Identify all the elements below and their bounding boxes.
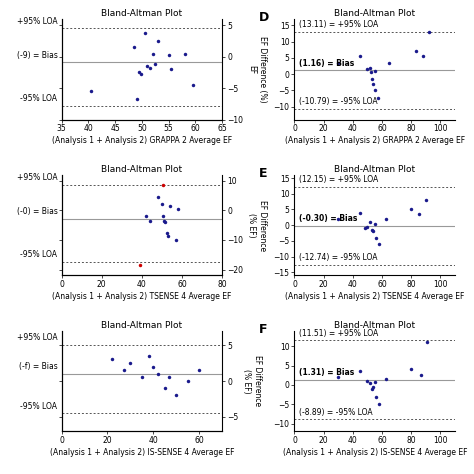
Title: Bland-Altman Plot: Bland-Altman Plot bbox=[334, 321, 415, 330]
Text: +95% LOA: +95% LOA bbox=[17, 333, 57, 342]
X-axis label: (Analysis 1 + Analysis 2) TSENSE 4 Average EF: (Analysis 1 + Analysis 2) TSENSE 4 Avera… bbox=[285, 292, 465, 301]
Text: -95% LOA: -95% LOA bbox=[20, 250, 57, 259]
Text: D: D bbox=[259, 11, 269, 24]
Title: Bland-Altman Plot: Bland-Altman Plot bbox=[101, 321, 182, 330]
Text: (-0) = Bias: (-0) = Bias bbox=[17, 208, 57, 217]
Title: Bland-Altman Plot: Bland-Altman Plot bbox=[334, 165, 415, 174]
Text: (-10.79) = -95% LOA: (-10.79) = -95% LOA bbox=[299, 97, 377, 106]
X-axis label: (Analysis 1 + Analysis 2) IS-SENSE 4 Average EF: (Analysis 1 + Analysis 2) IS-SENSE 4 Ave… bbox=[50, 448, 234, 457]
X-axis label: (Analysis 1 + Analysis 2) GRAPPA 2 Average EF: (Analysis 1 + Analysis 2) GRAPPA 2 Avera… bbox=[52, 136, 232, 145]
Text: +95% LOA: +95% LOA bbox=[17, 173, 57, 182]
Text: (1.16) = Bias: (1.16) = Bias bbox=[299, 59, 354, 68]
X-axis label: (Analysis 1 + Analysis 2) GRAPPA 2 Average EF: (Analysis 1 + Analysis 2) GRAPPA 2 Avera… bbox=[285, 136, 465, 145]
Y-axis label: EF Difference
(% EF): EF Difference (% EF) bbox=[243, 356, 262, 407]
Text: (-8.89) = -95% LOA: (-8.89) = -95% LOA bbox=[299, 408, 372, 417]
Text: (11.51) = +95% LOA: (11.51) = +95% LOA bbox=[299, 328, 378, 337]
Y-axis label: EF Difference (%)
EF: EF Difference (%) EF bbox=[247, 36, 267, 102]
Text: E: E bbox=[259, 167, 268, 180]
Text: F: F bbox=[259, 323, 268, 336]
Text: (-0.30) = Bias: (-0.30) = Bias bbox=[299, 214, 357, 223]
Text: (-12.74) = -95% LOA: (-12.74) = -95% LOA bbox=[299, 254, 377, 263]
Title: Bland-Altman Plot: Bland-Altman Plot bbox=[334, 9, 415, 18]
Text: (13.11) = +95% LOA: (13.11) = +95% LOA bbox=[299, 20, 378, 29]
X-axis label: (Analysis 1 + Analysis 2) IS-SENSE 4 Average EF: (Analysis 1 + Analysis 2) IS-SENSE 4 Ave… bbox=[283, 448, 467, 457]
Text: (1.31) = Bias: (1.31) = Bias bbox=[299, 368, 354, 377]
Text: (-f) = Bias: (-f) = Bias bbox=[18, 362, 57, 371]
Text: (12.15) = +95% LOA: (12.15) = +95% LOA bbox=[299, 175, 378, 184]
Title: Bland-Altman Plot: Bland-Altman Plot bbox=[101, 9, 182, 18]
Text: +95% LOA: +95% LOA bbox=[17, 17, 57, 26]
Text: -95% LOA: -95% LOA bbox=[20, 401, 57, 410]
Text: -95% LOA: -95% LOA bbox=[20, 94, 57, 103]
Title: Bland-Altman Plot: Bland-Altman Plot bbox=[101, 165, 182, 174]
Text: (-9) = Bias: (-9) = Bias bbox=[17, 51, 57, 60]
X-axis label: (Analysis 1 + Analysis 2) TSENSE 4 Average EF: (Analysis 1 + Analysis 2) TSENSE 4 Avera… bbox=[52, 292, 232, 301]
Y-axis label: EF Difference
(% EF): EF Difference (% EF) bbox=[247, 200, 267, 251]
